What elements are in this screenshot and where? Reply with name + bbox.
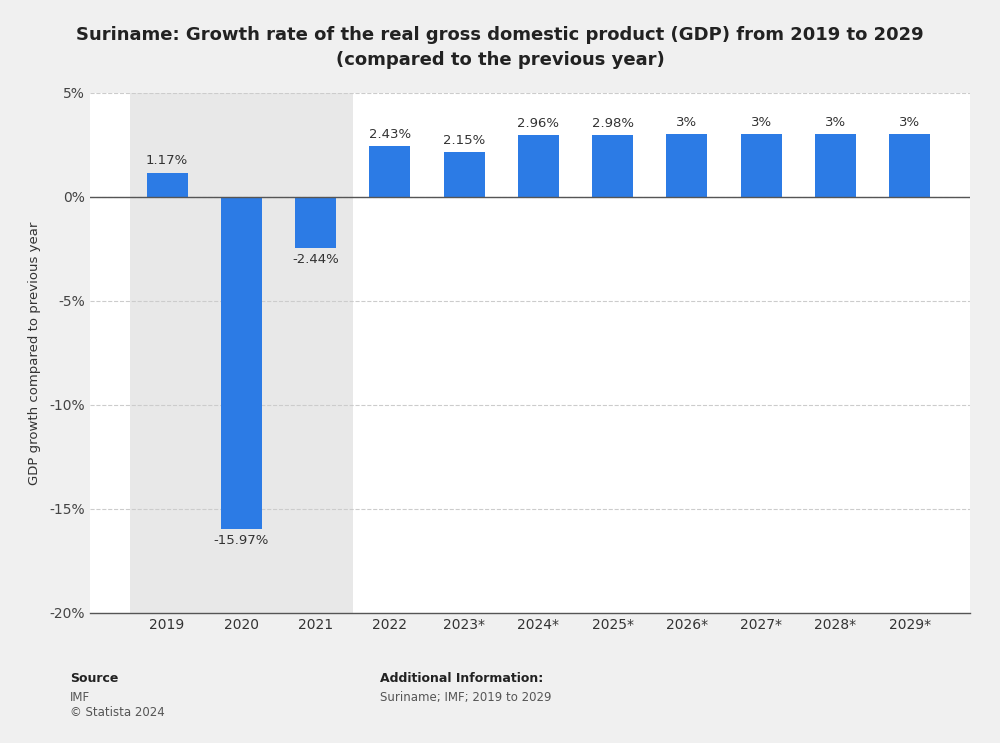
Bar [741,134,782,197]
Text: Source: Source [70,672,118,685]
Text: 3%: 3% [899,117,920,129]
Text: 2.15%: 2.15% [443,134,485,147]
Bar [518,135,559,197]
Text: -2.44%: -2.44% [292,253,339,266]
Text: 3%: 3% [751,117,772,129]
Bar [666,134,707,197]
Text: IMF
© Statista 2024: IMF © Statista 2024 [70,691,165,719]
Y-axis label: GDP growth compared to previous year: GDP growth compared to previous year [28,221,41,484]
Bar [369,146,410,197]
Text: 3%: 3% [676,117,697,129]
Text: 1.17%: 1.17% [146,155,188,167]
Text: Suriname; IMF; 2019 to 2029: Suriname; IMF; 2019 to 2029 [380,691,552,704]
Bar [147,172,188,197]
Text: 2.98%: 2.98% [592,117,634,130]
Bar [221,197,262,529]
Bar [815,134,856,197]
Text: -15.97%: -15.97% [214,534,269,548]
Bar [130,93,353,613]
Bar [889,134,930,197]
Text: 3%: 3% [825,117,846,129]
Bar [592,135,633,197]
Text: Suriname: Growth rate of the real gross domestic product (GDP) from 2019 to 2029: Suriname: Growth rate of the real gross … [76,26,924,69]
Text: 2.43%: 2.43% [369,128,411,141]
Text: 2.96%: 2.96% [517,117,559,130]
Text: Additional Information:: Additional Information: [380,672,543,685]
Bar [444,152,485,197]
Bar [295,197,336,247]
